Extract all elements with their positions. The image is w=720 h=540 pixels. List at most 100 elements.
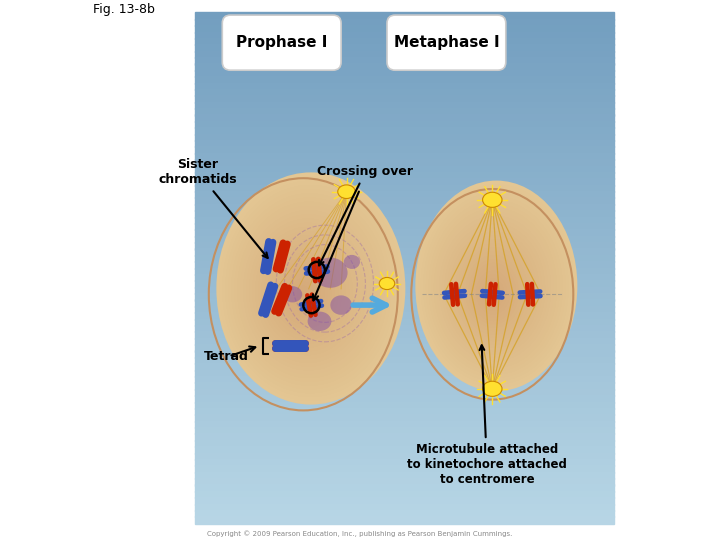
Bar bbox=[195, 369, 613, 377]
Ellipse shape bbox=[431, 204, 559, 371]
Bar bbox=[195, 484, 613, 492]
Bar bbox=[195, 223, 613, 231]
Bar bbox=[195, 198, 613, 205]
Ellipse shape bbox=[418, 185, 575, 388]
Ellipse shape bbox=[415, 180, 577, 391]
Bar bbox=[195, 421, 613, 428]
Ellipse shape bbox=[461, 247, 528, 334]
Ellipse shape bbox=[246, 214, 370, 367]
Ellipse shape bbox=[330, 295, 352, 315]
Bar bbox=[195, 235, 613, 243]
Bar bbox=[195, 287, 613, 294]
Ellipse shape bbox=[487, 286, 498, 301]
Ellipse shape bbox=[436, 212, 554, 364]
Bar bbox=[195, 64, 613, 71]
Bar bbox=[195, 12, 613, 20]
Ellipse shape bbox=[238, 202, 381, 378]
Bar bbox=[195, 338, 613, 345]
Ellipse shape bbox=[439, 216, 551, 361]
Ellipse shape bbox=[264, 240, 349, 344]
Ellipse shape bbox=[423, 192, 569, 381]
Bar bbox=[195, 363, 613, 370]
Text: Tetrad: Tetrad bbox=[204, 350, 248, 363]
Ellipse shape bbox=[252, 223, 363, 359]
Ellipse shape bbox=[240, 206, 377, 374]
Bar bbox=[195, 76, 613, 84]
Bar bbox=[195, 255, 613, 262]
Bar bbox=[195, 57, 613, 65]
Bar bbox=[195, 446, 613, 454]
Ellipse shape bbox=[447, 228, 542, 351]
Bar bbox=[195, 504, 613, 511]
Bar bbox=[195, 350, 613, 358]
Ellipse shape bbox=[479, 275, 507, 311]
Bar bbox=[195, 516, 613, 524]
Bar bbox=[195, 312, 613, 320]
Bar bbox=[195, 70, 613, 77]
Ellipse shape bbox=[338, 185, 355, 199]
Bar bbox=[195, 491, 613, 498]
Text: Metaphase I: Metaphase I bbox=[394, 35, 499, 50]
Text: Microtubule attached
to kinetochore attached
to centromere: Microtubule attached to kinetochore atta… bbox=[407, 345, 567, 486]
Bar bbox=[195, 31, 613, 39]
Ellipse shape bbox=[228, 189, 391, 389]
Ellipse shape bbox=[474, 267, 513, 318]
Ellipse shape bbox=[274, 252, 338, 332]
Bar bbox=[195, 319, 613, 326]
Ellipse shape bbox=[294, 282, 314, 306]
Ellipse shape bbox=[477, 271, 510, 314]
Ellipse shape bbox=[471, 263, 516, 321]
Bar bbox=[195, 261, 613, 269]
Bar bbox=[195, 38, 613, 45]
Ellipse shape bbox=[482, 192, 502, 207]
Ellipse shape bbox=[344, 255, 360, 269]
Bar bbox=[195, 459, 613, 467]
Ellipse shape bbox=[458, 244, 531, 338]
Text: Copyright © 2009 Pearson Education, Inc., publishing as Pearson Benjamin Cumming: Copyright © 2009 Pearson Education, Inc.… bbox=[207, 531, 513, 537]
Bar bbox=[195, 83, 613, 90]
Ellipse shape bbox=[283, 286, 302, 302]
Bar bbox=[195, 153, 613, 160]
Ellipse shape bbox=[444, 224, 545, 354]
Text: Crossing over: Crossing over bbox=[318, 165, 413, 266]
Bar bbox=[195, 376, 613, 383]
Ellipse shape bbox=[243, 210, 374, 370]
Bar bbox=[195, 133, 613, 141]
Text: Prophase I: Prophase I bbox=[236, 35, 328, 50]
Bar bbox=[195, 204, 613, 211]
Ellipse shape bbox=[469, 259, 518, 325]
Bar bbox=[195, 178, 613, 186]
Bar bbox=[195, 440, 613, 447]
Ellipse shape bbox=[426, 196, 566, 378]
Ellipse shape bbox=[222, 181, 398, 397]
Bar bbox=[195, 274, 613, 281]
Bar bbox=[195, 217, 613, 224]
Bar bbox=[195, 172, 613, 179]
Bar bbox=[195, 382, 613, 390]
Bar bbox=[195, 510, 613, 517]
Bar bbox=[195, 434, 613, 441]
Bar bbox=[195, 325, 613, 333]
Bar bbox=[195, 344, 613, 352]
Ellipse shape bbox=[234, 198, 384, 382]
FancyBboxPatch shape bbox=[222, 15, 341, 70]
Bar bbox=[195, 121, 613, 129]
Ellipse shape bbox=[455, 239, 534, 341]
Ellipse shape bbox=[434, 208, 557, 368]
Ellipse shape bbox=[261, 235, 353, 348]
Bar bbox=[195, 146, 613, 154]
Bar bbox=[195, 185, 613, 192]
Bar bbox=[195, 300, 613, 307]
Ellipse shape bbox=[285, 269, 325, 317]
Bar bbox=[195, 230, 613, 237]
FancyBboxPatch shape bbox=[387, 15, 505, 70]
Bar bbox=[195, 453, 613, 460]
Ellipse shape bbox=[249, 219, 366, 363]
Ellipse shape bbox=[379, 278, 395, 289]
Bar bbox=[195, 165, 613, 173]
Bar bbox=[195, 389, 613, 396]
Text: Sister
chromatids: Sister chromatids bbox=[158, 158, 268, 258]
Ellipse shape bbox=[482, 279, 504, 308]
Ellipse shape bbox=[220, 177, 402, 401]
Bar bbox=[195, 267, 613, 275]
